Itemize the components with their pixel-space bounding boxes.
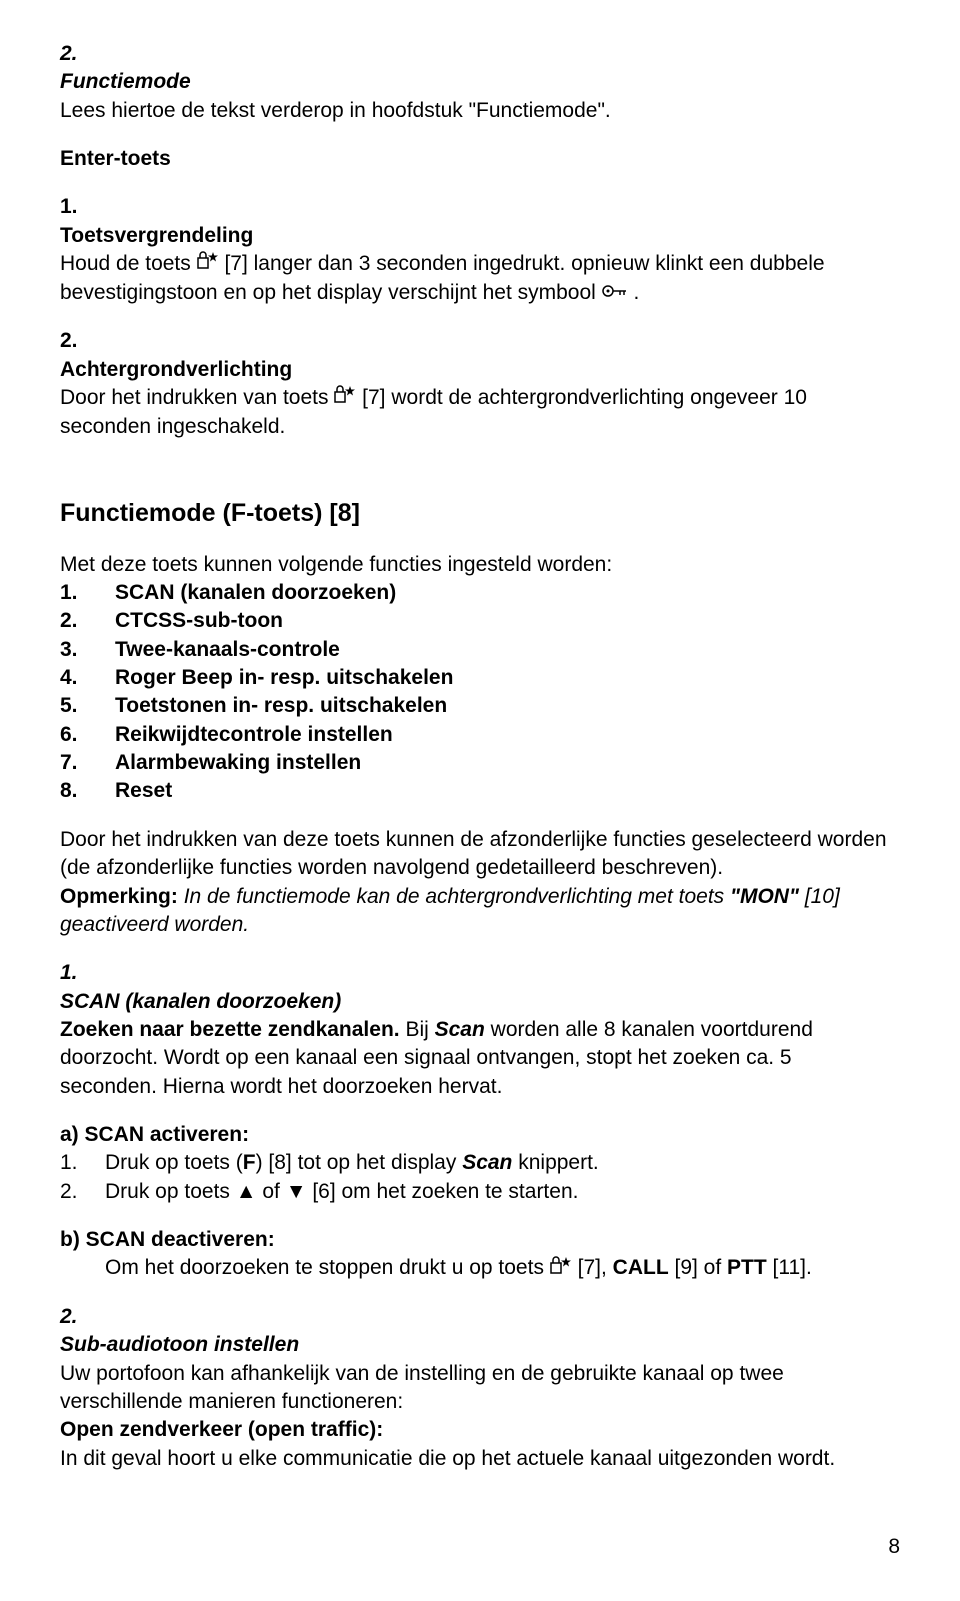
section-body: Sub-audiotoon instellen Uw portofoon kan… bbox=[60, 1331, 840, 1473]
heading-enter-toets: Enter-toets bbox=[60, 145, 900, 173]
scan-b-text: Om het doorzoeken te stoppen drukt u op … bbox=[105, 1254, 840, 1283]
list-number: 5. bbox=[60, 692, 115, 720]
list-number: 3. bbox=[60, 636, 115, 664]
list-item: 8.Reset bbox=[60, 777, 900, 805]
step-text: Druk op toets (F) [8] tot op het display… bbox=[105, 1149, 840, 1177]
fmode-paragraph: Door het indrukken van deze toets kunnen… bbox=[60, 826, 900, 883]
text-part: Open zendverkeer (open traffic): bbox=[60, 1418, 383, 1441]
text-part: . bbox=[634, 281, 640, 304]
t: CALL bbox=[613, 1256, 669, 1279]
list-text: Reikwijdtecontrole instellen bbox=[115, 721, 900, 749]
section-body: Achtergrondverlichting Door het indrukke… bbox=[60, 356, 840, 441]
list-number: 6. bbox=[60, 721, 115, 749]
section-toetsvergrendeling: 1. Toetsvergrendeling Houd de toets [7] … bbox=[60, 193, 900, 307]
step-text: Druk op toets ▲ of ▼ [6] om het zoeken t… bbox=[105, 1178, 840, 1206]
lock-star-icon bbox=[197, 250, 219, 278]
t: PTT bbox=[727, 1256, 767, 1279]
text-part: Scan bbox=[435, 1018, 485, 1041]
section-title: Toetsvergrendeling bbox=[60, 224, 253, 247]
section-text: Lees hiertoe de tekst verderop in hoofds… bbox=[60, 99, 611, 122]
section-number: 1. bbox=[60, 959, 115, 987]
text-part: Door het indrukken van toets bbox=[60, 386, 334, 409]
key-icon bbox=[602, 279, 628, 307]
section-number: 2. bbox=[60, 327, 115, 355]
step-number: 2. bbox=[60, 1178, 105, 1206]
list-number: 4. bbox=[60, 664, 115, 692]
opm-text: In de functiemode kan de achtergrondverl… bbox=[178, 885, 730, 908]
text-part: Bij bbox=[400, 1018, 435, 1041]
list-number: 7. bbox=[60, 749, 115, 777]
section-title: Achtergrondverlichting bbox=[60, 358, 292, 381]
t: Om het doorzoeken te stoppen drukt u op … bbox=[105, 1256, 550, 1279]
lock-star-icon bbox=[334, 384, 356, 412]
section-body: Toetsvergrendeling Houd de toets [7] lan… bbox=[60, 222, 840, 308]
document-page: 2. Functiemode Lees hiertoe de tekst ver… bbox=[0, 0, 960, 1601]
section-body: SCAN (kanalen doorzoeken) Zoeken naar be… bbox=[60, 988, 840, 1283]
t: Scan bbox=[462, 1151, 512, 1174]
opm-label: Opmerking: bbox=[60, 885, 178, 908]
list-item: 3.Twee-kanaals-controle bbox=[60, 636, 900, 664]
t: knippert. bbox=[512, 1151, 598, 1174]
list-item: 2.CTCSS-sub-toon bbox=[60, 607, 900, 635]
t: ) [8] tot op het display bbox=[256, 1151, 463, 1174]
list-item: 5.Toetstonen in- resp. uitschakelen bbox=[60, 692, 900, 720]
section-title: SCAN (kanalen doorzoeken) bbox=[60, 990, 341, 1013]
fmode-opmerking: Opmerking: In de functiemode kan de acht… bbox=[60, 883, 900, 940]
scan-activeren-label: a) SCAN activeren: bbox=[60, 1121, 840, 1149]
section-achtergrondverlichting: 2. Achtergrondverlichting Door het indru… bbox=[60, 327, 900, 441]
list-item: 4.Roger Beep in- resp. uitschakelen bbox=[60, 664, 900, 692]
section-body: Functiemode Lees hiertoe de tekst verder… bbox=[60, 68, 840, 125]
list-item: 1.SCAN (kanalen doorzoeken) bbox=[60, 579, 900, 607]
t: [11]. bbox=[767, 1256, 812, 1279]
scan-a-step-1: 1. Druk op toets (F) [8] tot op het disp… bbox=[60, 1149, 840, 1177]
t: [7], bbox=[578, 1256, 613, 1279]
opm-mon: "MON" bbox=[730, 885, 799, 908]
section-sub-audiotoon: 2. Sub-audiotoon instellen Uw portofoon … bbox=[60, 1303, 900, 1473]
list-text: Toetstonen in- resp. uitschakelen bbox=[115, 692, 900, 720]
t: F bbox=[243, 1151, 256, 1174]
text-part: Houd de toets bbox=[60, 252, 197, 275]
list-text: SCAN (kanalen doorzoeken) bbox=[115, 579, 900, 607]
list-number: 8. bbox=[60, 777, 115, 805]
list-text: Roger Beep in- resp. uitschakelen bbox=[115, 664, 900, 692]
section-functiemode: 2. Functiemode Lees hiertoe de tekst ver… bbox=[60, 40, 900, 125]
scan-a-step-2: 2. Druk op toets ▲ of ▼ [6] om het zoeke… bbox=[60, 1178, 840, 1206]
list-item: 7.Alarmbewaking instellen bbox=[60, 749, 900, 777]
section-number: 2. bbox=[60, 40, 115, 68]
heading-functiemode-ftoets: Functiemode (F-toets) [8] bbox=[60, 497, 900, 531]
list-item: 6.Reikwijdtecontrole instellen bbox=[60, 721, 900, 749]
t: [9] of bbox=[669, 1256, 727, 1279]
text-part: Uw portofoon kan afhankelijk van de inst… bbox=[60, 1362, 784, 1413]
list-text: Twee-kanaals-controle bbox=[115, 636, 900, 664]
fmode-intro: Met deze toets kunnen volgende functies … bbox=[60, 551, 900, 579]
text-part: In dit geval hoort u elke communicatie d… bbox=[60, 1447, 835, 1470]
list-text: Reset bbox=[115, 777, 900, 805]
list-number: 2. bbox=[60, 607, 115, 635]
list-text: Alarmbewaking instellen bbox=[115, 749, 900, 777]
section-title: Functiemode bbox=[60, 70, 191, 93]
step-number: 1. bbox=[60, 1149, 105, 1177]
section-number: 2. bbox=[60, 1303, 115, 1331]
section-scan: 1. SCAN (kanalen doorzoeken) Zoeken naar… bbox=[60, 959, 900, 1283]
list-number: 1. bbox=[60, 579, 115, 607]
fmode-list: 1.SCAN (kanalen doorzoeken)2.CTCSS-sub-t… bbox=[60, 579, 900, 806]
list-text: CTCSS-sub-toon bbox=[115, 607, 900, 635]
scan-deactiveren-label: b) SCAN deactiveren: bbox=[60, 1226, 840, 1254]
t: Druk op toets ( bbox=[105, 1151, 243, 1174]
lock-star-icon bbox=[550, 1255, 572, 1283]
text-part: Zoeken naar bezette zendkanalen. bbox=[60, 1018, 400, 1041]
page-number: 8 bbox=[60, 1533, 900, 1561]
section-title: Sub-audiotoon instellen bbox=[60, 1333, 299, 1356]
section-number: 1. bbox=[60, 193, 115, 221]
